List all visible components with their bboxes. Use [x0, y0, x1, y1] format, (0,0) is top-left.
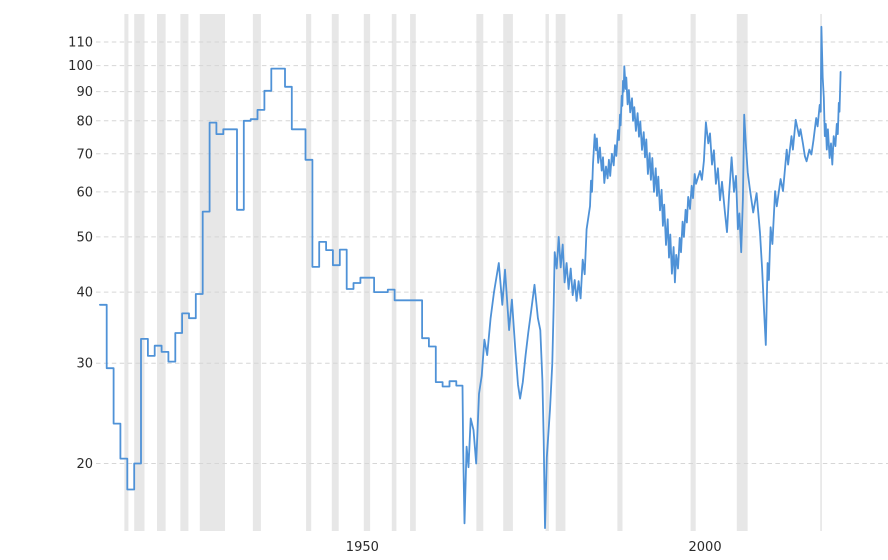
y-tick-label: 90: [76, 85, 93, 100]
y-tick-label: 30: [76, 357, 93, 372]
recession-band: [690, 14, 696, 531]
recession-band: [306, 14, 312, 531]
y-tick-label: 40: [76, 286, 93, 301]
recession-band: [124, 14, 129, 531]
recession-band: [199, 14, 225, 531]
y-tick-label: 110: [68, 36, 93, 51]
recession-band: [476, 14, 484, 531]
y-tick-label: 100: [68, 59, 93, 74]
y-tick-label: 80: [76, 114, 93, 129]
y-tick-label: 60: [76, 185, 93, 200]
x-tick-label: 2000: [689, 540, 722, 555]
recession-band: [545, 14, 549, 531]
recession-band: [180, 14, 189, 531]
recession-band: [503, 14, 513, 531]
y-tick-label: 70: [76, 147, 93, 162]
y-tick-label: 20: [76, 457, 93, 472]
recession-band: [820, 14, 822, 531]
series-line: [99, 25, 842, 529]
recession-band: [363, 14, 371, 531]
recession-band: [252, 14, 261, 531]
recession-band: [410, 14, 416, 531]
recession-band: [617, 14, 623, 531]
x-tick-label: 1950: [346, 540, 379, 555]
recession-band: [331, 14, 339, 531]
recession-band: [736, 14, 748, 531]
recession-band: [134, 14, 145, 531]
recession-band: [391, 14, 397, 531]
y-tick-label: 50: [76, 230, 93, 245]
recession-band: [157, 14, 166, 531]
recession-band: [555, 14, 566, 531]
